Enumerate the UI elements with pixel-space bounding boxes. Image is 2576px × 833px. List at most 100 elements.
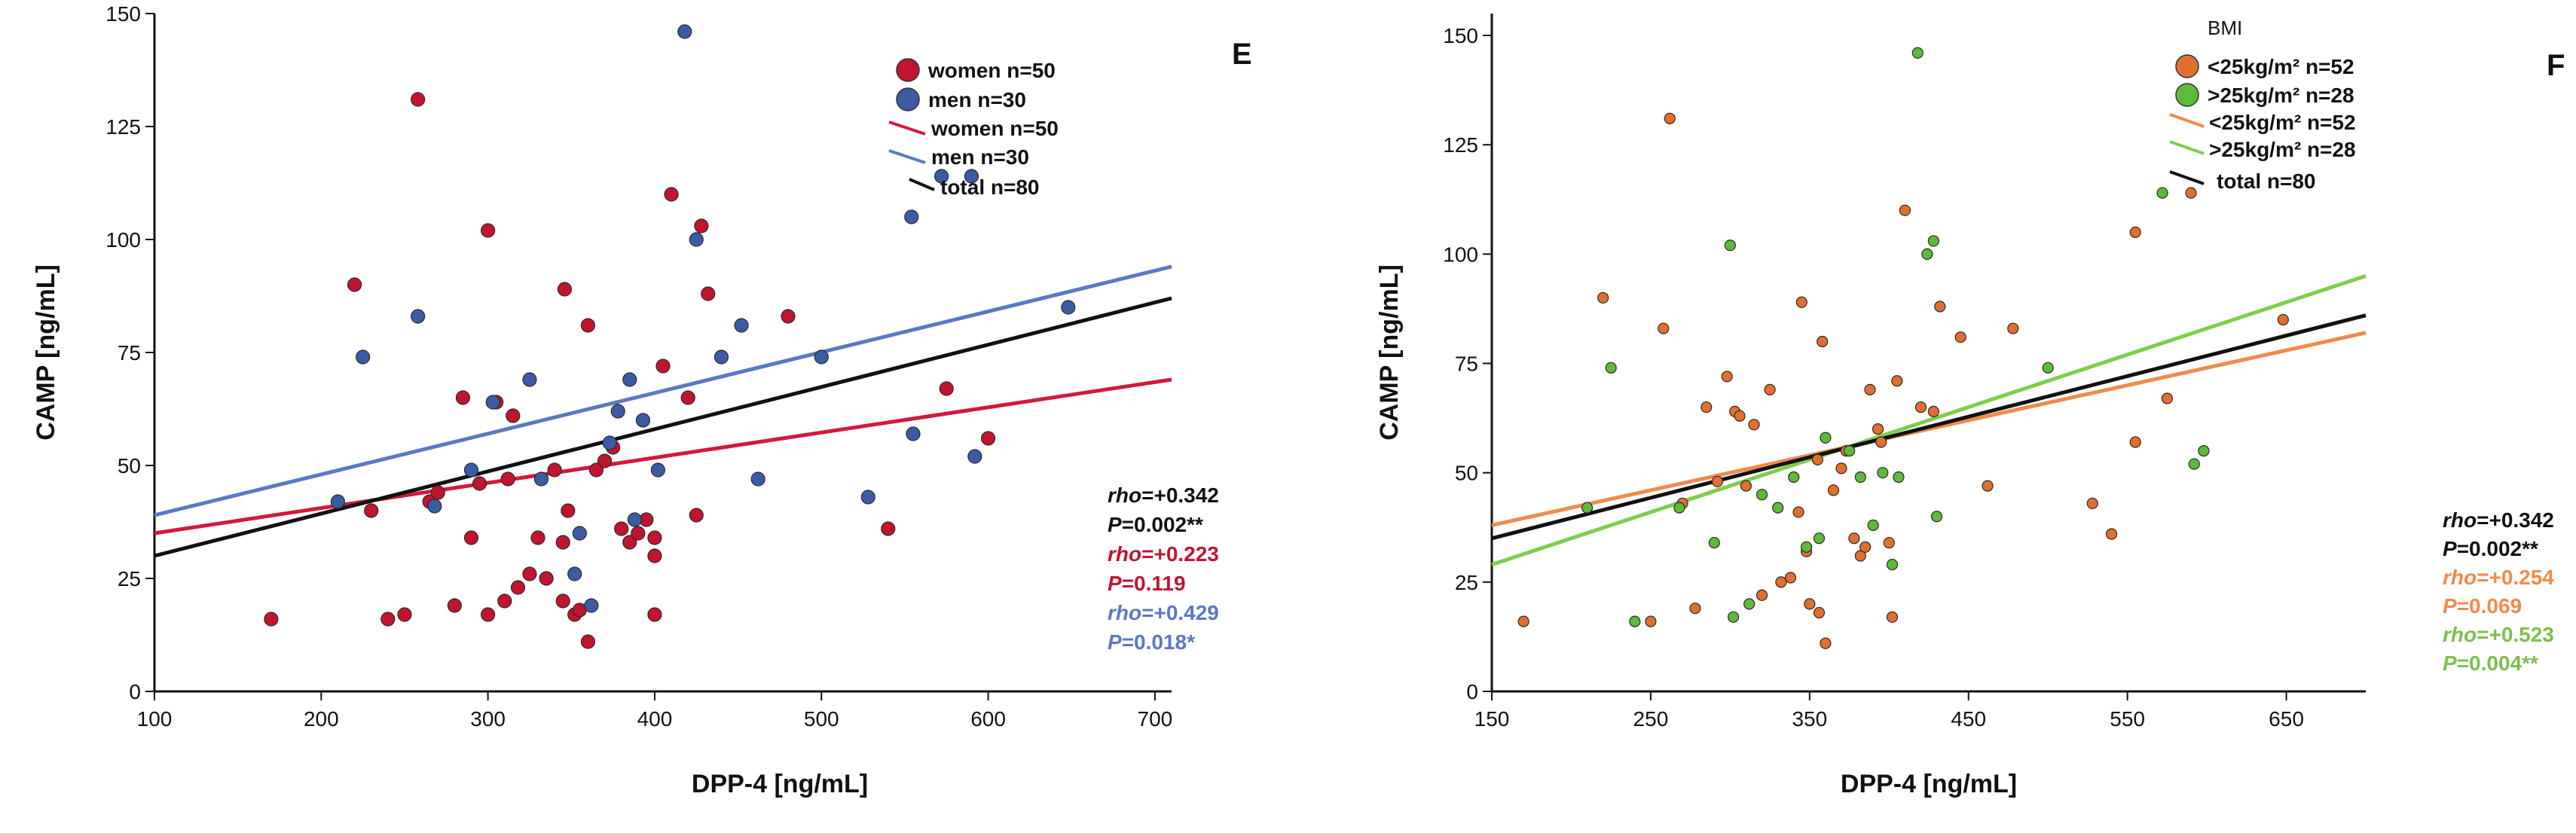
panel-f-point-series-0: [1811, 453, 1823, 465]
panel-e-y-ticks: 0 25 50 75 100 125 150: [105, 2, 154, 703]
panel-e-point-series-1: [485, 395, 500, 410]
panel-f-point-series-0: [2086, 497, 2098, 509]
panel-e-legend-line-women: [888, 121, 926, 136]
panel-f-x-tick-label: 550: [2110, 707, 2145, 731]
panel-f-point-series-0: [1784, 572, 1797, 584]
panel-f-point-series-0: [1872, 423, 1884, 435]
panel-e-y-tick-label: 150: [105, 2, 141, 26]
panel-e-legend-line-men: [888, 149, 926, 164]
panel-f-point-series-0: [1775, 576, 1787, 588]
panel-e-point-series-0: [364, 503, 379, 518]
panel-e-point-series-1: [750, 471, 765, 487]
panel-f-y-tick-label: 125: [1443, 133, 1478, 157]
panel-e-stat-p-men: P=0.018*: [1108, 630, 1195, 654]
panel-f-point-series-0: [1734, 410, 1746, 422]
panel-f-point-series-1: [1605, 362, 1617, 374]
panel-e-label: E: [1232, 38, 1252, 71]
panel-f-stat-p-under25: P=0.069: [2443, 594, 2522, 618]
panel-f-point-series-0: [1645, 615, 1657, 627]
panel-f-point-series-0: [2105, 528, 2118, 540]
panel-e-point-series-1: [584, 598, 599, 613]
panel-e-point-series-0: [980, 431, 996, 446]
panel-e-point-series-0: [472, 476, 487, 491]
panel-e-point-series-1: [650, 462, 665, 478]
panel-e-point-series-1: [427, 499, 442, 514]
panel-e-legend-line-total: [909, 178, 935, 191]
panel-f-point-series-1: [1772, 502, 1784, 514]
panel-e-point-series-0: [397, 607, 412, 622]
panel-f-x-tick-label: 650: [2269, 707, 2304, 731]
panel-f-legend-marker-under25: [2175, 54, 2199, 78]
panel-f-legend: BMI <25kg/m² n=52 >25kg/m² n=28 <25kg/m²…: [2169, 17, 2356, 193]
panel-e-point-series-1: [610, 404, 625, 419]
panel-f-stat-rho-over25: rho=+0.523: [2443, 623, 2554, 646]
panel-f-legend-line-total: [2169, 170, 2205, 185]
panel-e-point-series-1: [330, 494, 346, 509]
panel-e-point-series-1: [522, 372, 537, 387]
panel-f-point-series-0: [1854, 550, 1866, 562]
panel-e-point-series-1: [622, 372, 637, 387]
panel-f-point-series-0: [2129, 436, 2141, 448]
panel-e-point-series-0: [555, 593, 570, 609]
panel-f-legend-label-over25: >25kg/m² n=28: [2208, 84, 2354, 107]
panel-e-y-tick-label: 25: [118, 567, 141, 590]
panel-f-point-series-0: [2185, 187, 2197, 199]
panel-e-point-series-1: [677, 24, 692, 39]
panel-f-legend-line-over25: [2169, 140, 2205, 155]
panel-f-point-series-1: [1893, 471, 1905, 484]
panel-e-y-tick-label: 50: [118, 454, 141, 478]
panel-e-x-tick-label: 700: [1138, 707, 1173, 731]
panel-f-point-series-1: [1673, 502, 1685, 514]
panel-f-y-ticks: 0 25 50 75 100 125 150: [1443, 24, 1492, 703]
panel-f-x-tick-label: 150: [1474, 707, 1510, 731]
panel-e-point-series-0: [631, 526, 646, 541]
panel-f-point-series-1: [2198, 445, 2210, 457]
panel-f-point-series-0: [1927, 405, 1939, 417]
panel-e-legend-line-label-women: women n=50: [930, 117, 1059, 140]
panel-f-point-series-0: [1664, 112, 1676, 124]
panel-f-point-series-0: [1875, 436, 1887, 448]
panel-e-point-series-0: [580, 634, 596, 649]
panel-f-point-series-0: [1740, 480, 1752, 492]
panel-f-point-series-0: [1597, 291, 1609, 304]
panel-f-x-tick-label: 450: [1951, 707, 1986, 731]
panel-f-point-series-0: [1883, 536, 1895, 549]
panel-e-point-series-0: [500, 471, 515, 487]
panel-e-stat-p-women: P=0.119: [1108, 572, 1186, 595]
panel-e-x-tick-label: 400: [637, 707, 673, 731]
panel-f-point-series-1: [1708, 536, 1720, 549]
panel-f-fit-lines: [1491, 274, 2367, 566]
panel-e-point-series-1: [689, 232, 704, 247]
panel-f-x-ticks: 150 250 350 450 550 650: [1474, 691, 2304, 731]
panel-f-stat-rho-under25: rho=+0.254: [2443, 566, 2554, 589]
panel-f-point-series-0: [1711, 475, 1724, 487]
panel-e-stat-rho-total: rho=+0.342: [1108, 484, 1219, 507]
panel-f-y-tick-label: 100: [1443, 243, 1478, 266]
panel-e-fit-line-2: [154, 296, 1172, 558]
panel-e-point-series-0: [380, 612, 396, 627]
panel-e-point-series-0: [580, 318, 596, 333]
panel-e-legend-marker-women: [896, 58, 920, 82]
panel-e-point-series-0: [547, 462, 562, 478]
panel-e-point-series-0: [939, 381, 954, 396]
panel-f-point-series-1: [1813, 532, 1826, 545]
panel-e-point-series-0: [481, 223, 496, 238]
panel-f-x-tick-label: 350: [1792, 707, 1827, 731]
panel-e-legend-label-women: women n=50: [927, 59, 1056, 82]
panel-e-x-tick-label: 300: [470, 707, 506, 731]
panel-f-point-series-1: [1801, 541, 1813, 553]
panel-f-point-series-0: [2161, 392, 2173, 404]
panel-f-point-series-1: [1629, 615, 1641, 627]
panel-e-point-series-1: [964, 169, 979, 184]
panel-e-point-series-1: [635, 413, 651, 428]
panel-f-point-series-1: [1930, 511, 1943, 523]
panel-e-point-series-0: [430, 485, 445, 500]
panel-e-point-series-0: [655, 359, 671, 374]
panel-f-point-series-0: [1914, 401, 1927, 413]
panel-e-point-series-0: [506, 408, 521, 423]
panel-f-point-series-0: [1864, 383, 1876, 395]
panel-f-point-series-0: [2277, 313, 2289, 326]
panel-f-y-tick-label: 25: [1455, 571, 1478, 594]
panel-f-point-series-0: [1804, 598, 1816, 610]
